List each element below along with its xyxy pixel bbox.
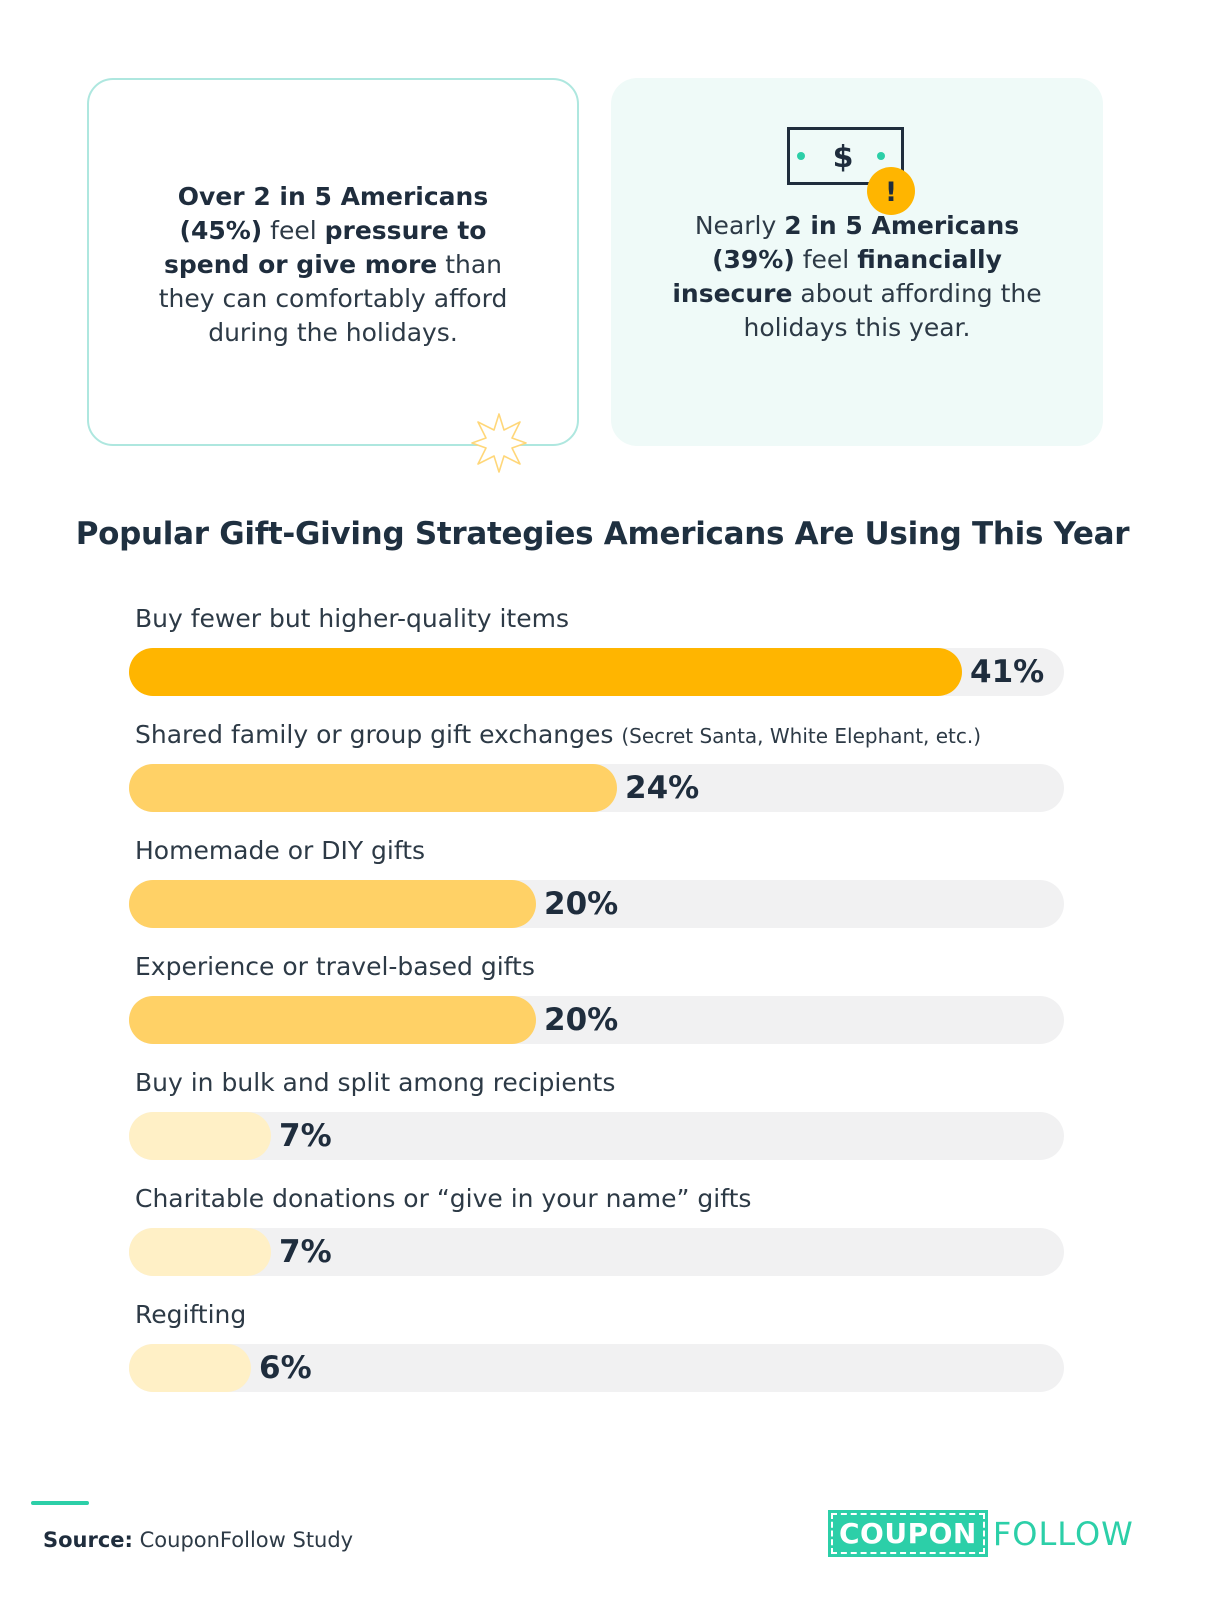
bar-fill xyxy=(129,1344,251,1392)
bar-value-label: 20% xyxy=(544,1002,619,1038)
bar-value-label: 41% xyxy=(970,654,1045,690)
logo-follow: FOLLOW xyxy=(992,1514,1134,1553)
source-divider xyxy=(31,1501,89,1505)
bar-track: 6% xyxy=(129,1344,1064,1392)
svg-text:!: ! xyxy=(885,177,897,208)
bar-item: Regifting 6% xyxy=(129,1300,1064,1410)
bar-label: Experience or travel-based gifts xyxy=(135,952,535,981)
bar-category-note: (Secret Santa, White Elephant, etc.) xyxy=(621,724,982,748)
bar-item: Buy fewer but higher-quality items 41% xyxy=(129,604,1064,714)
stat-right-text-3: about affording the holidays this year. xyxy=(743,279,1042,342)
bar-value-label: 6% xyxy=(259,1350,312,1386)
chart-title: Popular Gift-Giving Strategies Americans… xyxy=(75,516,1130,552)
logo-coupon: COUPON xyxy=(828,1510,988,1557)
bar-label: Shared family or group gift exchanges (S… xyxy=(135,720,981,749)
stat-right-text-1: Nearly xyxy=(694,211,785,240)
bar-fill xyxy=(129,1228,271,1276)
bar-fill xyxy=(129,764,617,812)
bar-value-label: 7% xyxy=(279,1118,332,1154)
bar-category: Homemade or DIY gifts xyxy=(135,836,426,865)
bar-fill xyxy=(129,1112,271,1160)
bar-category: Charitable donations or “give in your na… xyxy=(135,1184,752,1213)
stat-right-bold-1: 2 in 5 Americans (39%) xyxy=(712,211,1020,274)
svg-text:$: $ xyxy=(833,140,854,175)
stat-text-left: Over 2 in 5 Americans (45%) feel pressur… xyxy=(153,180,513,350)
bar-track: 7% xyxy=(129,1112,1064,1160)
couponfollow-logo: COUPON FOLLOW xyxy=(828,1510,1134,1557)
bar-item: Charitable donations or “give in your na… xyxy=(129,1184,1064,1294)
bar-item: Buy in bulk and split among recipients 7% xyxy=(129,1068,1064,1178)
bar-value-label: 7% xyxy=(279,1234,332,1270)
source-credit: Source: CouponFollow Study xyxy=(43,1528,353,1552)
stat-right-bold-2: financially insecure xyxy=(672,245,1002,308)
bar-category: Shared family or group gift exchanges xyxy=(135,720,614,749)
bar-label: Regifting xyxy=(135,1300,246,1329)
bar-category: Buy in bulk and split among recipients xyxy=(135,1068,616,1097)
bar-item: Experience or travel-based gifts 20% xyxy=(129,952,1064,1062)
bar-category: Regifting xyxy=(135,1300,247,1329)
bar-category: Buy fewer but higher-quality items xyxy=(135,604,569,633)
exclamation-icon: ! xyxy=(867,167,915,215)
stat-left-text-2: than they can comfortably afford during … xyxy=(158,250,508,347)
sparkle-star-icon xyxy=(471,413,527,473)
stat-left-text-1: feel xyxy=(262,216,325,245)
source-text: CouponFollow Study xyxy=(132,1528,354,1552)
bar-track: 20% xyxy=(129,996,1064,1044)
bar-track: 7% xyxy=(129,1228,1064,1276)
stat-right-text-2: feel xyxy=(794,245,858,274)
stat-card-right: Nearly 2 in 5 Americans (39%) feel finan… xyxy=(611,78,1103,446)
stat-left-bold-1: Over 2 in 5 Americans (45%) xyxy=(177,182,489,245)
bar-label: Buy in bulk and split among recipients xyxy=(135,1068,615,1097)
stat-text-right: Nearly 2 in 5 Americans (39%) feel finan… xyxy=(667,209,1047,345)
bar-fill xyxy=(129,648,962,696)
bar-fill xyxy=(129,996,536,1044)
bar-track: 41% xyxy=(129,648,1064,696)
bar-label: Charitable donations or “give in your na… xyxy=(135,1184,751,1213)
bar-value-label: 20% xyxy=(544,886,619,922)
dollar-bill-icon: $ ! xyxy=(787,127,915,215)
bar-value-label: 24% xyxy=(625,770,700,806)
bar-category: Experience or travel-based gifts xyxy=(135,952,535,981)
bar-item: Shared family or group gift exchanges (S… xyxy=(129,720,1064,830)
bar-track: 24% xyxy=(129,764,1064,812)
bar-label: Buy fewer but higher-quality items xyxy=(135,604,569,633)
stat-left-bold-2: pressure to spend or give more xyxy=(163,216,487,279)
bar-fill xyxy=(129,880,536,928)
source-label: Source: xyxy=(43,1528,133,1552)
bar-item: Homemade or DIY gifts 20% xyxy=(129,836,1064,946)
bar-track: 20% xyxy=(129,880,1064,928)
bar-label: Homemade or DIY gifts xyxy=(135,836,425,865)
stat-card-left: Over 2 in 5 Americans (45%) feel pressur… xyxy=(87,78,579,446)
